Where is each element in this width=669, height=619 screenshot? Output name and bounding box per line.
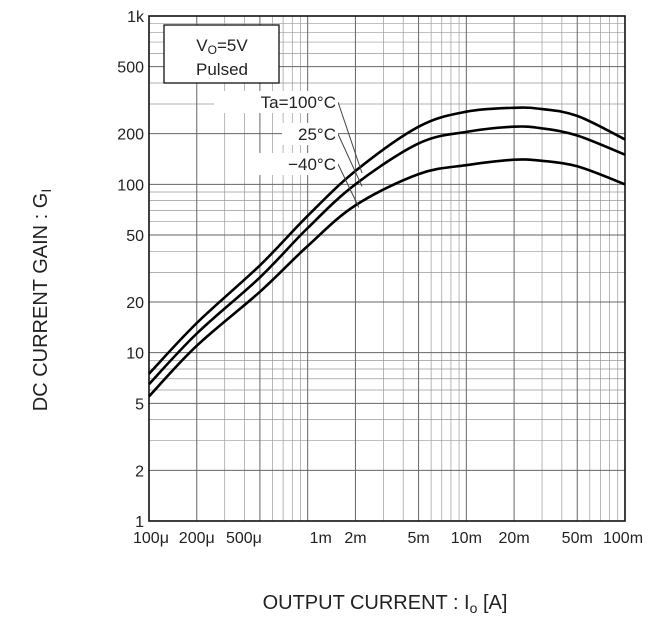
y-tick-labels: 1 2 5 10 20 50 100 200 500 1k: [117, 9, 145, 531]
y-tick-label: 20: [126, 295, 144, 312]
y-axis-title-subscript: I: [38, 189, 54, 193]
series-line-ta-100c: [148, 106, 626, 375]
x-tick-labels: 100μ 200μ 500μ 1m 2m 5m 10m 20m 50m 100m: [133, 530, 643, 547]
y-tick-label: 1: [135, 514, 144, 531]
y-tick-label: 10: [126, 346, 144, 363]
x-tick-label: 10m: [451, 530, 482, 547]
y-tick-label: 1k: [127, 9, 145, 26]
x-axis-title-subscript: o: [470, 600, 478, 616]
legend: Ta=100°C 25°C −40°C: [214, 91, 338, 175]
x-tick-label: 50m: [562, 530, 593, 547]
legend-leader-ta-25c: [337, 133, 363, 187]
legend-label-ta-25c: 25°C: [298, 125, 336, 144]
legend-label-background: [282, 123, 338, 145]
x-tick-label: 500μ: [226, 530, 262, 547]
x-axis-title-unit: [A]: [477, 592, 507, 614]
x-tick-label: 100m: [603, 530, 643, 547]
series-line-ta-25c: [148, 125, 626, 386]
y-tick-label: 2: [135, 463, 144, 480]
y-tick-label: 100: [117, 177, 144, 194]
legend-label-ta-minus40c: −40°C: [288, 155, 336, 174]
series-layer: [148, 106, 626, 398]
y-axis-title-main: DC CURRENT GAIN : G: [30, 193, 52, 412]
x-axis-title-main: OUTPUT CURRENT : I: [263, 592, 470, 614]
legend-label-background: [258, 153, 338, 175]
condition-v-subscript: O: [208, 43, 217, 57]
x-axis-title: OUTPUT CURRENT : Io [A]: [263, 592, 508, 616]
legend-label-background: [214, 91, 338, 113]
legend-leader-lines: [337, 101, 363, 208]
y-tick-label: 5: [135, 396, 144, 413]
condition-v: V: [196, 36, 208, 55]
condition-line-1: VO=5V: [196, 36, 248, 57]
y-tick-label: 200: [117, 127, 144, 144]
condition-v-value: =5V: [217, 36, 248, 55]
x-tick-label: 1m: [310, 530, 332, 547]
y-tick-label: 500: [117, 60, 144, 77]
plot-frame: [148, 15, 626, 522]
condition-box-frame: [163, 24, 280, 84]
legend-leader-ta-minus40c: [337, 163, 360, 208]
legend-label-ta-100c: Ta=100°C: [261, 93, 336, 112]
x-tick-label: 200μ: [179, 530, 215, 547]
series-line-ta-minus40c: [148, 158, 626, 398]
condition-line-2: Pulsed: [196, 60, 248, 79]
x-tick-label: 100μ: [133, 530, 169, 547]
x-tick-label: 20m: [499, 530, 530, 547]
y-axis-title: DC CURRENT GAIN : GI: [30, 189, 54, 411]
condition-box: VO=5V Pulsed: [163, 24, 280, 84]
x-tick-label: 2m: [344, 530, 366, 547]
legend-leader-ta-100c: [337, 101, 363, 174]
y-tick-label: 50: [126, 228, 144, 245]
x-tick-label: 5m: [407, 530, 429, 547]
